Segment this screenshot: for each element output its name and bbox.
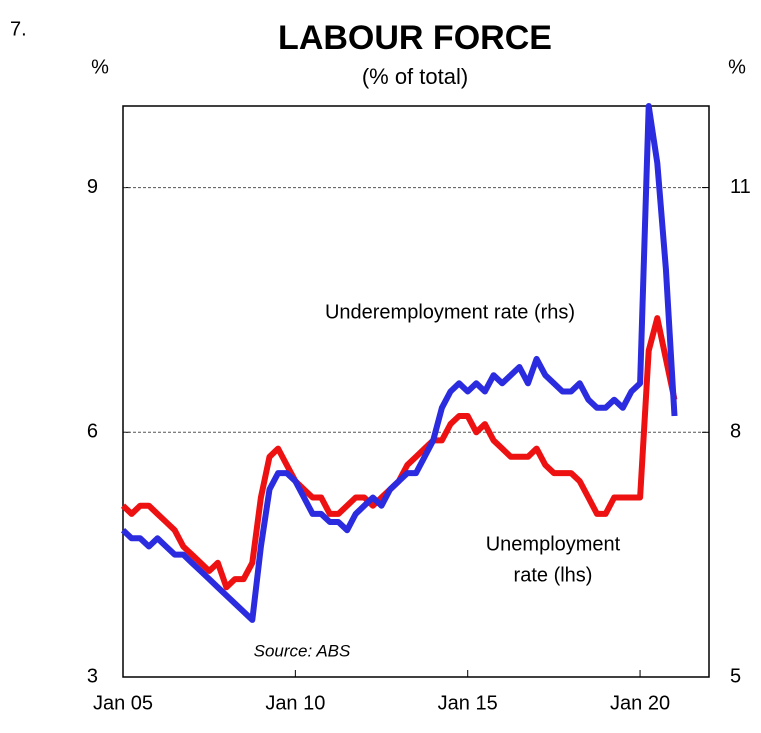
chart-title: LABOUR FORCE bbox=[278, 19, 552, 57]
x-tick-label: Jan 10 bbox=[265, 692, 325, 714]
y-tick-label: 6 bbox=[87, 421, 98, 443]
chart-subtitle: (% of total) bbox=[362, 64, 468, 89]
y2-tick-label: 8 bbox=[730, 421, 741, 443]
annotation: Underemployment rate (rhs) bbox=[325, 301, 575, 323]
source: Source: ABS bbox=[254, 641, 351, 660]
y2-tick-label: 11 bbox=[730, 176, 751, 198]
y-tick-label: 9 bbox=[87, 176, 98, 198]
x-tick-label: Jan 15 bbox=[438, 692, 498, 714]
plot-frame bbox=[122, 105, 710, 678]
x-tick-label: Jan 20 bbox=[610, 692, 670, 714]
chart-number: 7. bbox=[10, 18, 27, 40]
y-unit: % bbox=[91, 56, 109, 78]
y2-tick-label: 5 bbox=[730, 665, 741, 687]
annotation: rate (lhs) bbox=[514, 564, 593, 586]
annotation: Unemployment bbox=[486, 533, 621, 555]
x-tick-label: Jan 05 bbox=[93, 692, 153, 714]
y2-unit: % bbox=[728, 56, 746, 78]
series-line bbox=[120, 103, 678, 623]
y-tick-label: 3 bbox=[87, 665, 98, 687]
